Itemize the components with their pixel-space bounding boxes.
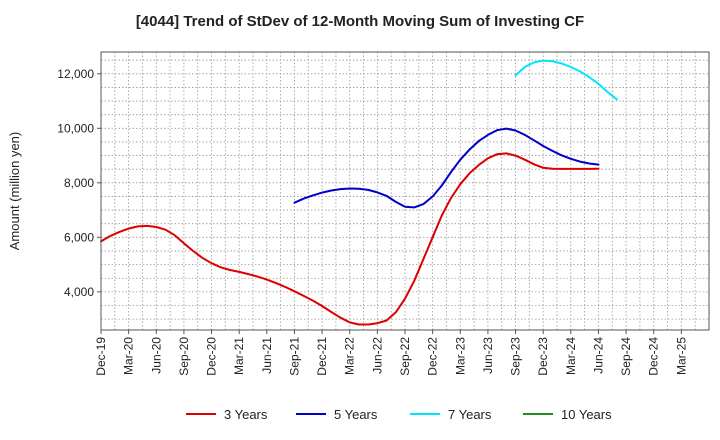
x-tick-label: Jun-23	[481, 337, 495, 374]
x-tick-label: Dec-22	[426, 337, 440, 376]
legend: 3 Years 5 Years 7 Years 10 Years	[186, 407, 612, 422]
x-tick-label: Dec-21	[315, 337, 329, 376]
series-line-2	[293, 127, 600, 209]
series-line-1	[100, 152, 600, 326]
y-tick-label: 8,000	[64, 176, 94, 190]
x-tick-label: Sep-21	[287, 337, 301, 376]
x-tick-label: Mar-20	[122, 337, 136, 375]
legend-label: 3 Years	[224, 407, 268, 422]
x-tick-label: Mar-24	[564, 337, 578, 375]
x-tick-label: Dec-20	[205, 337, 219, 376]
y-axis-ticks: 4,000 6,000 8,000 10,000 12,000	[57, 67, 101, 299]
series-line-3	[514, 59, 618, 101]
legend-label: 5 Years	[334, 407, 378, 422]
x-tick-label: Sep-24	[619, 337, 633, 376]
y-tick-label: 10,000	[57, 121, 94, 135]
x-tick-label: Dec-19	[94, 337, 108, 376]
grid	[101, 52, 709, 330]
x-tick-label: Sep-20	[177, 337, 191, 376]
x-tick-label: Dec-24	[647, 337, 661, 376]
x-axis-ticks: Dec-19 Mar-20 Jun-20 Sep-20 Dec-20 Mar-21 Jun-…	[94, 330, 688, 376]
plot-area	[101, 52, 709, 330]
x-tick-label: Mar-23	[453, 337, 467, 375]
x-tick-label: Jun-22	[370, 337, 384, 374]
x-tick-label: Mar-25	[674, 337, 688, 375]
chart-title: [4044] Trend of StDev of 12-Month Moving…	[136, 13, 584, 30]
legend-label: 7 Years	[448, 407, 492, 422]
y-tick-label: 6,000	[64, 230, 94, 244]
x-tick-label: Jun-20	[149, 337, 163, 374]
y-tick-label: 12,000	[57, 67, 94, 81]
x-tick-label: Sep-22	[398, 337, 412, 376]
y-axis-label: Amount (million yen)	[7, 132, 22, 251]
x-tick-label: Sep-23	[509, 337, 523, 376]
x-tick-label: Mar-22	[343, 337, 357, 375]
x-tick-label: Jun-24	[591, 337, 605, 374]
series-layer	[100, 59, 618, 326]
x-tick-label: Mar-21	[232, 337, 246, 375]
x-tick-label: Jun-21	[260, 337, 274, 374]
x-tick-label: Dec-23	[536, 337, 550, 376]
y-tick-label: 4,000	[64, 285, 94, 299]
legend-label: 10 Years	[561, 407, 612, 422]
